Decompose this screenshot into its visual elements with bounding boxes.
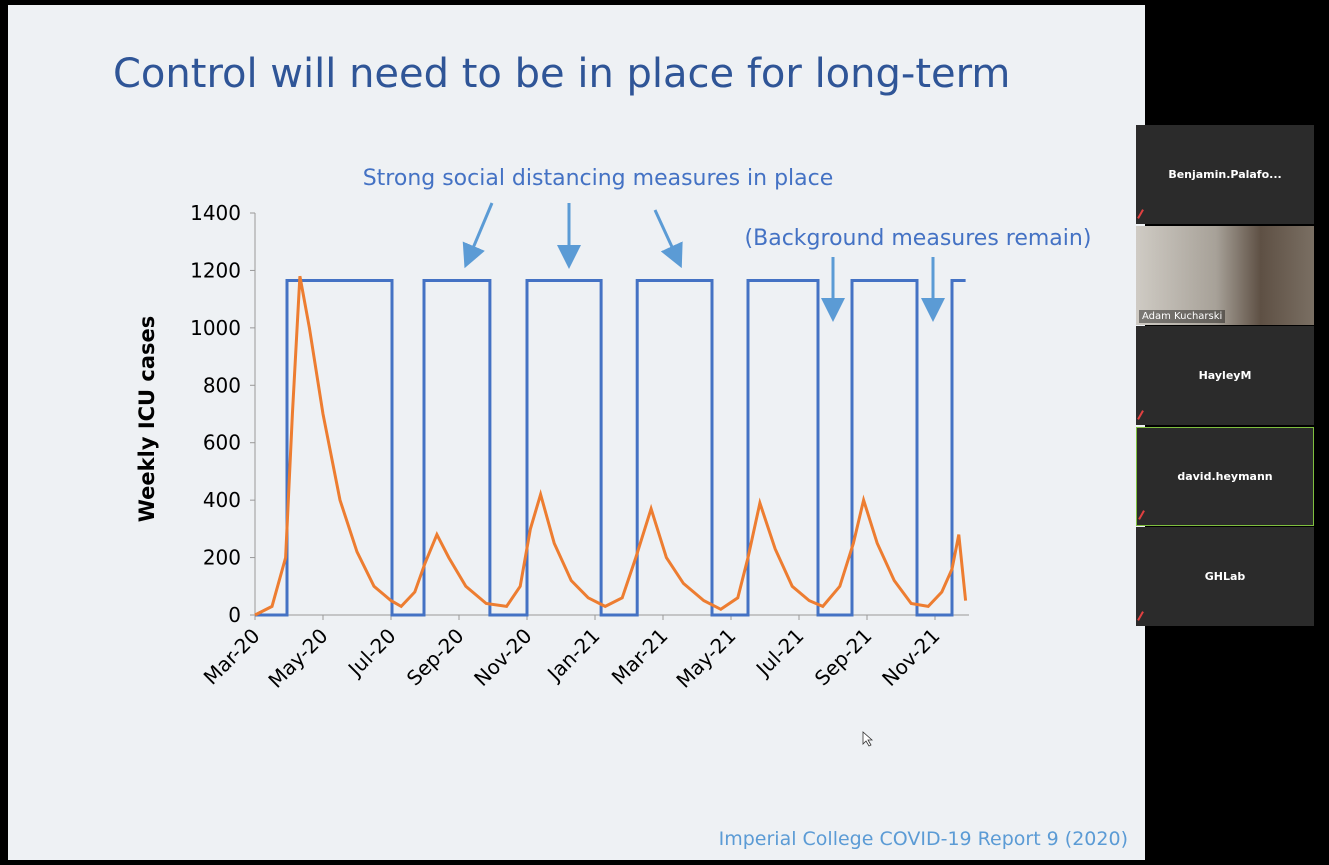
y-tick-label: 1400 — [190, 201, 241, 225]
participant-tile[interactable]: GHLab — [1136, 527, 1314, 626]
y-tick-label: 1200 — [190, 258, 241, 282]
y-tick-label: 400 — [203, 488, 241, 512]
y-tick-label: 800 — [203, 373, 241, 397]
slide-title: Control will need to be in place for lon… — [113, 51, 1010, 97]
screen: Control will need to be in place for lon… — [0, 0, 1329, 865]
y-axis-label: Weekly ICU cases — [135, 316, 159, 523]
y-tick-label: 600 — [203, 431, 241, 455]
y-tick-label: 1000 — [190, 316, 241, 340]
participant-tile[interactable]: Benjamin.Palafo... — [1136, 125, 1314, 224]
slide: Control will need to be in place for lon… — [8, 5, 1145, 860]
source: Imperial College COVID-19 Report 9 (2020… — [719, 828, 1128, 850]
annotation: Strong social distancing measures in pla… — [363, 166, 834, 191]
muted-icon — [1138, 510, 1152, 524]
participant-tile[interactable]: Adam Kucharski — [1136, 226, 1314, 325]
participant-tile[interactable]: david.heymann — [1136, 427, 1314, 526]
participant-name: david.heymann — [1177, 470, 1272, 483]
participant-name: GHLab — [1205, 570, 1246, 583]
muted-icon — [1137, 611, 1151, 625]
slide-background — [8, 5, 1145, 860]
participant-name: Adam Kucharski — [1139, 310, 1225, 323]
participant-tile[interactable]: HayleyM — [1136, 326, 1314, 425]
participant-name: Benjamin.Palafo... — [1168, 168, 1281, 181]
muted-icon — [1137, 410, 1151, 424]
y-tick-label: 200 — [203, 546, 241, 570]
muted-icon — [1137, 209, 1151, 223]
annotation: (Background measures remain) — [745, 226, 1092, 251]
participant-name: HayleyM — [1199, 369, 1252, 382]
y-tick-label: 0 — [228, 603, 241, 627]
